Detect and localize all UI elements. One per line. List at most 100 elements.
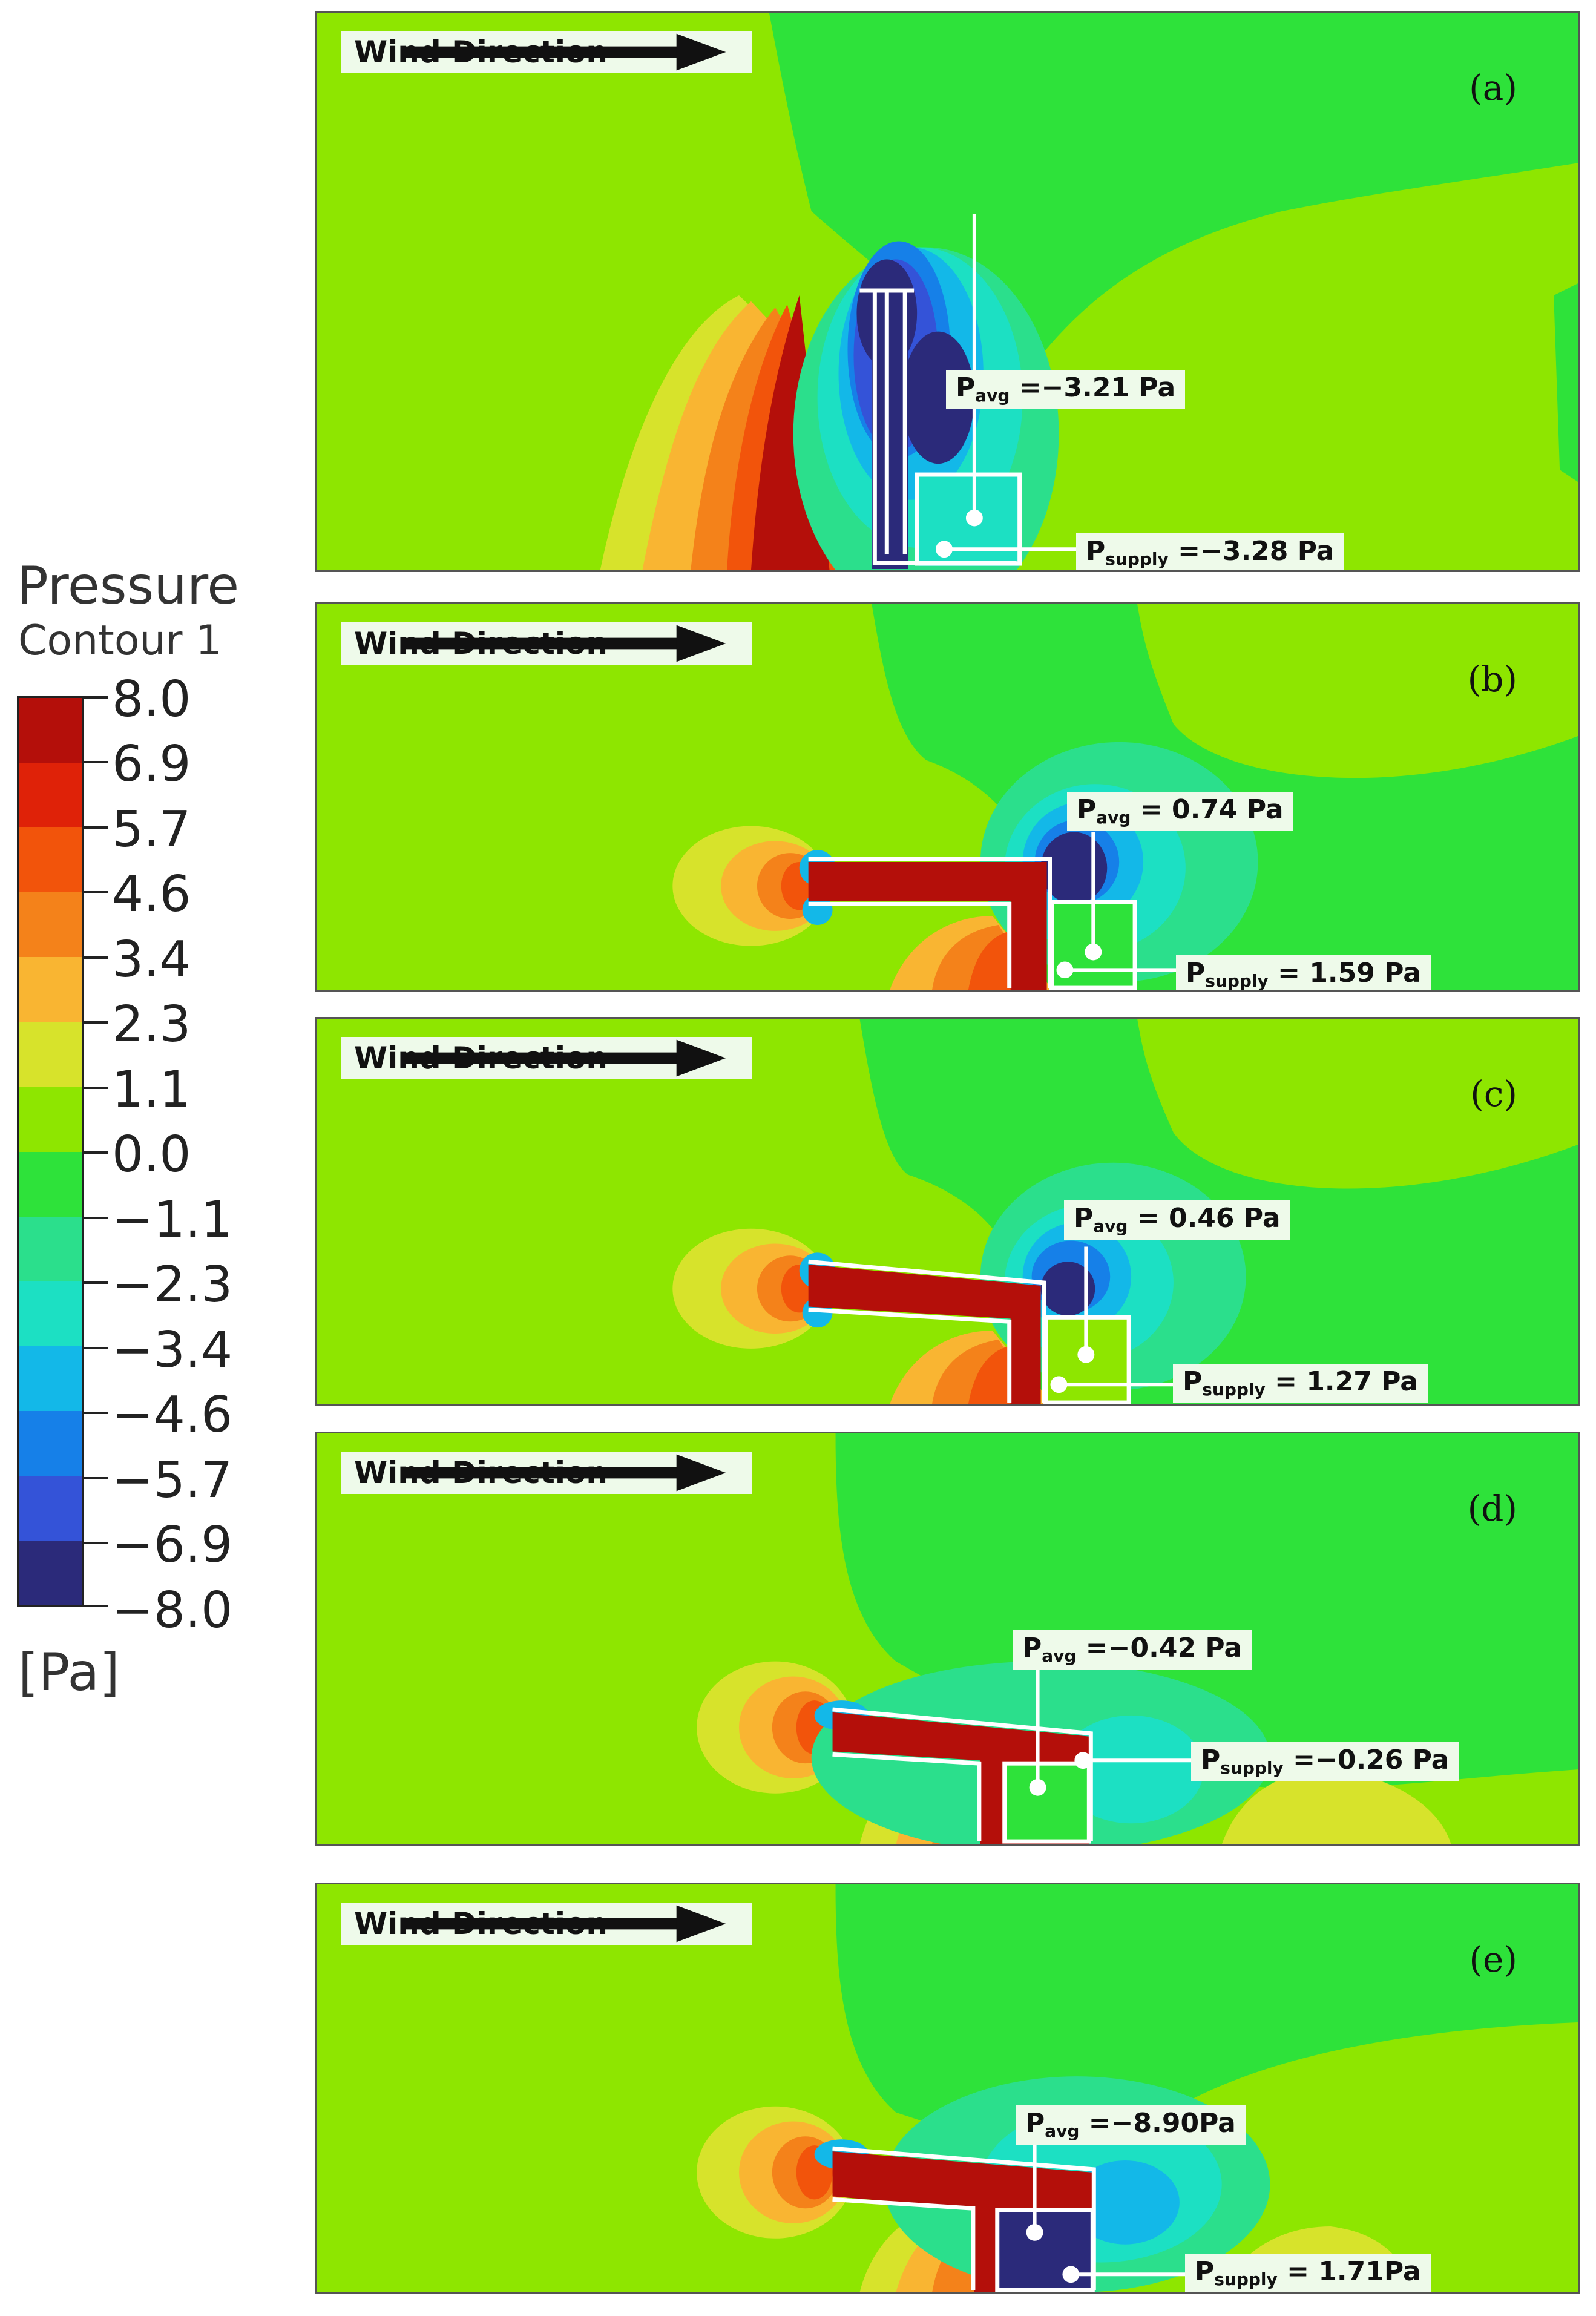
wind-arrow-icon [401,625,726,662]
legend-tick [84,891,108,893]
wind-direction-label-box: Wind Direction [341,1903,752,1945]
avg-subscript: avg [975,386,1010,406]
legend-tick [84,1151,108,1154]
avg-subscript: avg [1093,1216,1128,1236]
contour-panel-e: Wind Direction (e) Pavg =−8.90Pa Psupply… [315,1883,1580,2294]
legend-swatch [19,1475,82,1541]
panel-letter: (c) [1470,1073,1517,1114]
supply-subscript: supply [1205,971,1269,991]
p-symbol: P [1022,1633,1042,1663]
legend-swatch [19,957,82,1022]
wind-arrow-icon [401,33,726,71]
supply-subscript: supply [1105,549,1169,569]
wind-direction-label-box: Wind Direction [341,31,752,73]
legend-tick [84,1021,108,1024]
legend-tick [84,1477,108,1479]
legend-color-bar [17,696,84,1607]
p-symbol: P [1077,794,1097,825]
contour-panel-c: Wind Direction (c) Pavg = 0.46 Pa Psuppl… [315,1017,1580,1406]
p-avg-label: Pavg =−0.42 Pa [1013,1630,1252,1670]
equals-sign: = [1283,1745,1315,1775]
equals-sign: = [1079,2108,1111,2139]
wind-arrow-icon [401,1454,726,1492]
legend-tick [84,1412,108,1414]
legend-swatch [19,827,82,893]
wind-arrow-icon [401,1905,726,1943]
equals-sign: = [1131,794,1172,825]
legend-tick [84,761,108,763]
legend-swatch [19,1410,82,1476]
p-symbol: P [1201,1745,1221,1775]
legend-label: 5.7 [112,801,191,858]
legend-tick [84,956,108,959]
legend-label: −6.9 [112,1516,233,1574]
avg-subscript: avg [1042,1646,1077,1666]
legend-swatch [19,698,82,763]
legend-swatch [19,1022,82,1087]
contour-panel-a: Wind Direction (a) Pavg =−3.21 Pa Psuppl… [315,11,1580,572]
p-supply-value: −0.26 Pa [1315,1745,1450,1775]
contour-panel-b: Wind Direction (b) Pavg = 0.74 Pa Psuppl… [315,602,1580,992]
contour-field [317,1019,1578,1404]
contour-field [317,1884,1578,2292]
p-symbol: P [1195,2256,1215,2287]
legend-label: −8.0 [112,1582,233,1639]
contour-field [317,13,1578,570]
legend-tick [84,1347,108,1349]
p-supply-label: Psupply =−3.28 Pa [1076,533,1344,570]
legend-unit: [Pa] [18,1642,120,1703]
p-avg-label: Pavg =−3.21 Pa [946,370,1186,409]
p-supply-value: −3.28 Pa [1200,536,1335,567]
p-avg-label: Pavg =−8.90Pa [1016,2105,1246,2145]
legend-tick [84,1281,108,1284]
wind-direction-label-box: Wind Direction [341,1037,752,1079]
p-supply-value: 1.71Pa [1318,2256,1421,2287]
p-symbol: P [1086,536,1106,567]
p-supply-label: Psupply = 1.71Pa [1185,2254,1431,2292]
avg-subscript: avg [1045,2121,1080,2141]
supply-subscript: supply [1220,1758,1284,1778]
legend-label: 6.9 [112,735,191,793]
legend-label: −5.7 [112,1452,233,1509]
p-avg-label: Pavg = 0.74 Pa [1067,792,1293,831]
legend-swatch [19,1151,82,1217]
legend-tick [84,1217,108,1219]
avg-subscript: avg [1096,808,1131,827]
legend-label: 1.1 [112,1061,191,1119]
legend-swatch [19,1346,82,1411]
equals-sign: = [1268,958,1310,989]
legend-label: 4.6 [112,866,191,923]
wind-direction-label-box: Wind Direction [341,622,752,665]
p-avg-label: Pavg = 0.46 Pa [1064,1200,1290,1240]
legend-swatch [19,892,82,958]
legend-swatch [19,1541,82,1606]
legend-swatch [19,1216,82,1281]
contour-field [317,1433,1578,1844]
p-symbol: P [956,372,976,403]
equals-sign: = [1076,1633,1108,1663]
legend-swatch [19,1281,82,1346]
p-avg-value: −0.42 Pa [1108,1633,1243,1663]
legend-tick [84,696,108,699]
pressure-legend: Pressure Contour 1 8.0 6.9 5.7 4.6 3.4 2… [0,0,315,2316]
legend-label: −1.1 [112,1191,233,1249]
p-supply-label: Psupply = 1.27 Pa [1173,1364,1428,1403]
legend-subtitle: Contour 1 [18,617,222,665]
supply-subscript: supply [1214,2269,1278,2289]
legend-swatch [19,763,82,828]
equals-sign: = [1265,1366,1307,1397]
p-avg-value: −8.90Pa [1111,2108,1236,2139]
wind-arrow-icon [401,1039,726,1077]
wind-direction-label-box: Wind Direction [341,1452,752,1494]
legend-label: −4.6 [112,1386,233,1444]
panel-letter: (e) [1469,1939,1517,1980]
panel-letter: (a) [1469,67,1517,108]
p-supply-label: Psupply = 1.59 Pa [1176,955,1431,991]
p-symbol: P [1025,2108,1045,2139]
legend-label: 3.4 [112,931,191,989]
equals-sign: = [1168,536,1200,567]
legend-label: 2.3 [112,996,191,1053]
p-avg-value: 0.74 Pa [1171,794,1284,825]
equals-sign: = [1128,1203,1169,1234]
equals-sign: = [1010,372,1042,403]
